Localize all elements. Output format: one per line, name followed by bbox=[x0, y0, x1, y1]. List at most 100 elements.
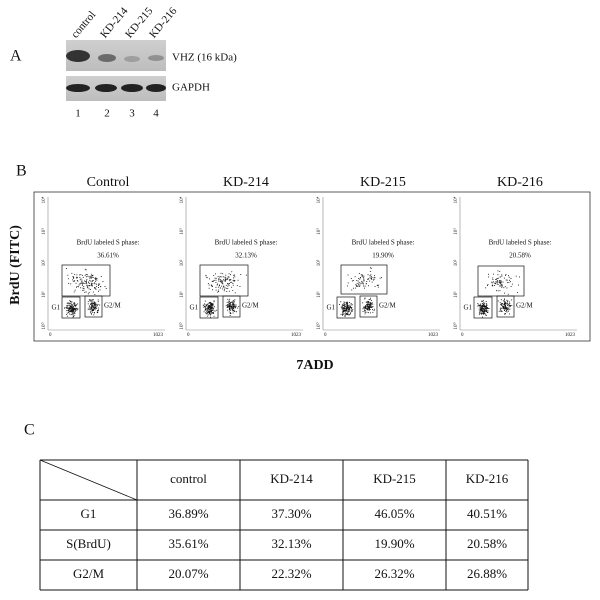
band bbox=[148, 55, 164, 61]
event-dot bbox=[234, 292, 236, 294]
event-dot bbox=[223, 279, 224, 281]
event-dot bbox=[94, 308, 96, 309]
event-dot bbox=[477, 305, 479, 307]
event-dot bbox=[77, 308, 79, 310]
event-dot bbox=[231, 301, 232, 303]
event-dot bbox=[73, 310, 74, 311]
event-dot bbox=[502, 306, 504, 307]
gate-label: BrdU labeled S phase: bbox=[77, 239, 140, 247]
event-dot bbox=[76, 286, 77, 288]
event-dot bbox=[341, 307, 343, 309]
event-dot bbox=[499, 290, 501, 292]
event-dot bbox=[215, 309, 217, 311]
event-dot bbox=[370, 303, 372, 305]
event-dot bbox=[68, 309, 69, 311]
event-dot bbox=[505, 274, 507, 275]
event-dot bbox=[370, 274, 372, 276]
event-dot bbox=[80, 287, 82, 289]
event-dot bbox=[496, 290, 497, 292]
event-dot bbox=[231, 304, 233, 306]
event-dot bbox=[505, 311, 507, 312]
event-dot bbox=[357, 285, 359, 287]
event-dot bbox=[94, 302, 96, 304]
event-dot bbox=[341, 304, 343, 306]
table-cell: 20.58% bbox=[467, 536, 507, 551]
panel-frame bbox=[33, 191, 591, 342]
event-dot bbox=[69, 311, 71, 313]
event-dot bbox=[232, 284, 234, 286]
event-dot bbox=[346, 307, 348, 309]
gate-name: G2/M bbox=[104, 302, 122, 310]
event-dot bbox=[482, 311, 484, 313]
event-dot bbox=[500, 280, 502, 281]
event-dot bbox=[98, 283, 100, 285]
event-dot bbox=[207, 306, 209, 308]
row-header: G2/M bbox=[73, 566, 105, 581]
event-dot bbox=[508, 310, 509, 312]
event-dot bbox=[90, 313, 92, 314]
event-dot bbox=[208, 305, 209, 307]
event-dot bbox=[368, 312, 369, 314]
event-dot bbox=[205, 309, 206, 311]
event-dot bbox=[500, 282, 502, 284]
event-dot bbox=[227, 309, 228, 311]
event-dot bbox=[98, 309, 99, 311]
event-dot bbox=[505, 274, 506, 276]
event-dot bbox=[211, 312, 213, 314]
event-dot bbox=[205, 307, 206, 309]
event-dot bbox=[369, 275, 371, 277]
event-dot bbox=[76, 286, 78, 287]
event-dot bbox=[350, 309, 352, 311]
event-dot bbox=[346, 307, 347, 309]
event-dot bbox=[480, 303, 482, 305]
event-dot bbox=[479, 304, 481, 306]
table-cell: 37.30% bbox=[271, 506, 311, 521]
event-dot bbox=[233, 305, 235, 307]
event-dot bbox=[94, 278, 96, 280]
event-dot bbox=[370, 306, 371, 308]
event-dot bbox=[497, 284, 499, 285]
event-dot bbox=[508, 303, 510, 305]
event-dot bbox=[356, 286, 358, 287]
event-dot bbox=[90, 307, 92, 309]
event-dot bbox=[78, 284, 80, 286]
event-dot bbox=[366, 307, 368, 309]
event-dot bbox=[92, 305, 94, 307]
event-dot bbox=[480, 307, 482, 309]
event-dot bbox=[213, 306, 215, 308]
event-dot bbox=[91, 299, 93, 301]
event-dot bbox=[82, 276, 84, 278]
event-dot bbox=[228, 302, 230, 304]
column-header: control bbox=[170, 471, 207, 486]
event-dot bbox=[370, 278, 372, 280]
event-dot bbox=[235, 305, 237, 307]
event-dot bbox=[68, 303, 70, 305]
event-dot bbox=[362, 276, 364, 278]
event-dot bbox=[75, 282, 77, 284]
event-dot bbox=[483, 311, 485, 313]
event-dot bbox=[363, 280, 365, 282]
gate-g2m bbox=[84, 295, 103, 318]
event-dot bbox=[479, 310, 481, 312]
event-dot bbox=[349, 306, 351, 308]
event-dot bbox=[497, 290, 499, 292]
event-dot bbox=[227, 306, 228, 307]
event-dot bbox=[364, 307, 366, 309]
event-dot bbox=[86, 281, 87, 283]
event-dot bbox=[208, 309, 210, 311]
event-dot bbox=[499, 308, 501, 310]
event-dot bbox=[486, 311, 488, 312]
event-dot bbox=[206, 315, 208, 317]
event-dot bbox=[502, 307, 504, 309]
event-dot bbox=[372, 306, 374, 307]
event-dot bbox=[485, 287, 487, 289]
event-dot bbox=[218, 277, 220, 279]
event-dot bbox=[91, 280, 93, 282]
event-dot bbox=[91, 276, 93, 278]
event-dot bbox=[80, 274, 82, 276]
event-dot bbox=[75, 308, 77, 309]
event-dot bbox=[230, 309, 231, 311]
event-dot bbox=[345, 315, 346, 317]
event-dot bbox=[213, 279, 215, 281]
event-dot bbox=[102, 281, 104, 282]
